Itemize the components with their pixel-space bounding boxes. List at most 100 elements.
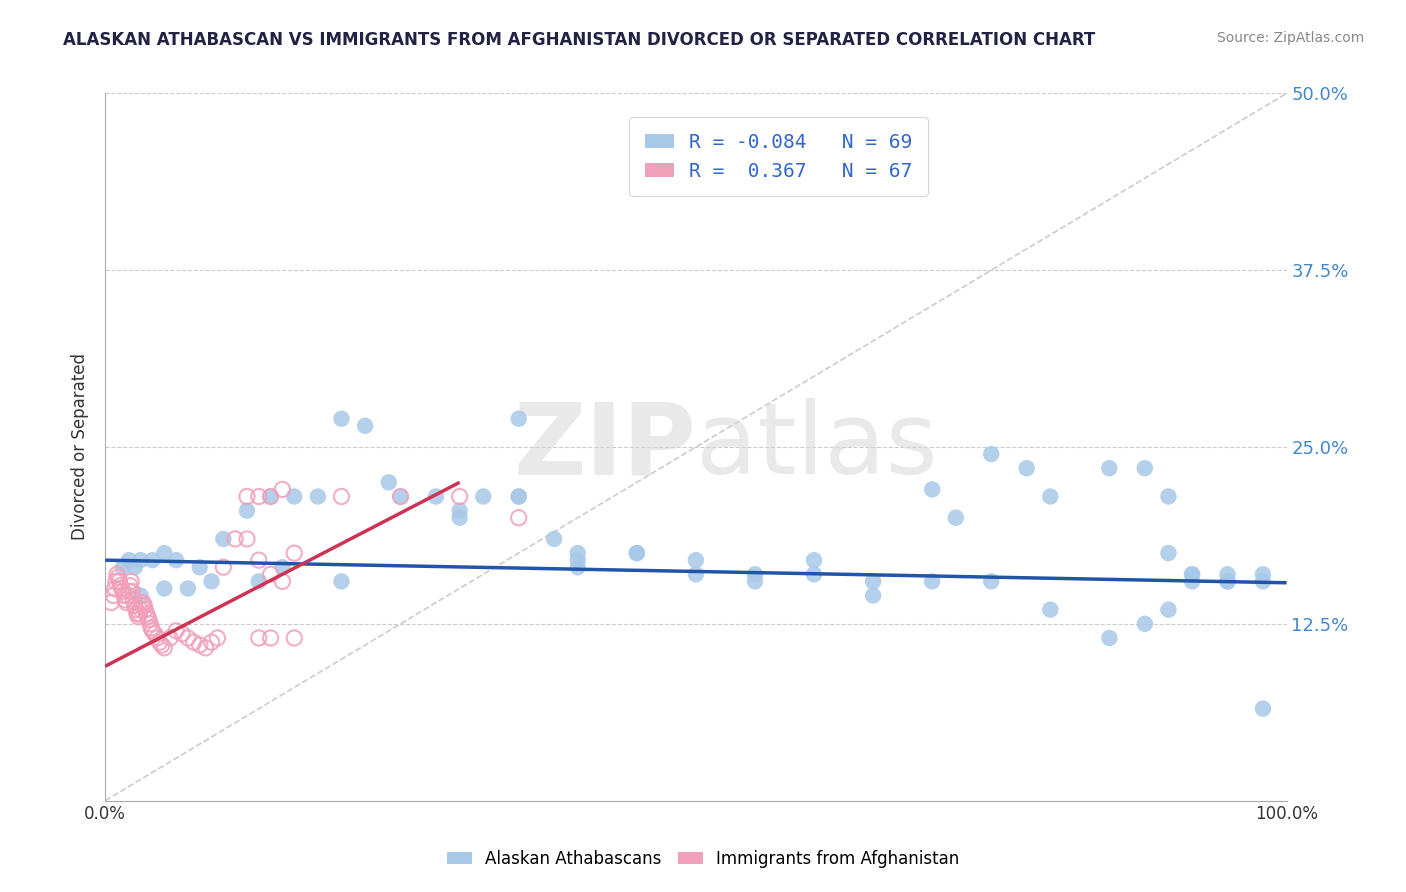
- Point: [508, 490, 530, 504]
- Point: [129, 602, 152, 616]
- Point: [449, 490, 471, 504]
- Point: [862, 574, 884, 589]
- Point: [685, 567, 707, 582]
- Point: [112, 589, 135, 603]
- Point: [543, 532, 565, 546]
- Point: [921, 483, 943, 497]
- Point: [207, 631, 229, 645]
- Point: [626, 546, 648, 560]
- Point: [472, 490, 495, 504]
- Point: [377, 475, 399, 490]
- Point: [508, 490, 530, 504]
- Point: [1157, 546, 1180, 560]
- Point: [110, 579, 132, 593]
- Legend: Alaskan Athabascans, Immigrants from Afghanistan: Alaskan Athabascans, Immigrants from Afg…: [440, 844, 966, 875]
- Point: [744, 567, 766, 582]
- Point: [212, 532, 235, 546]
- Point: [124, 599, 146, 613]
- Point: [330, 574, 353, 589]
- Point: [803, 567, 825, 582]
- Point: [104, 582, 127, 596]
- Point: [177, 631, 200, 645]
- Point: [114, 592, 136, 607]
- Point: [389, 490, 412, 504]
- Point: [330, 411, 353, 425]
- Point: [508, 510, 530, 524]
- Point: [1181, 574, 1204, 589]
- Y-axis label: Divorced or Separated: Divorced or Separated: [72, 353, 89, 541]
- Point: [1181, 567, 1204, 582]
- Point: [945, 510, 967, 524]
- Point: [1039, 602, 1062, 616]
- Point: [744, 574, 766, 589]
- Point: [212, 560, 235, 574]
- Point: [188, 560, 211, 574]
- Point: [626, 546, 648, 560]
- Point: [141, 553, 163, 567]
- Point: [177, 582, 200, 596]
- Point: [165, 553, 187, 567]
- Point: [1157, 602, 1180, 616]
- Point: [449, 510, 471, 524]
- Point: [108, 574, 131, 589]
- Point: [236, 503, 259, 517]
- Point: [111, 560, 134, 574]
- Point: [139, 616, 162, 631]
- Point: [567, 546, 589, 560]
- Point: [120, 574, 142, 589]
- Point: [165, 624, 187, 638]
- Point: [862, 589, 884, 603]
- Point: [236, 532, 259, 546]
- Point: [980, 574, 1002, 589]
- Point: [1251, 701, 1274, 715]
- Point: [1181, 567, 1204, 582]
- Point: [170, 626, 193, 640]
- Point: [148, 635, 170, 649]
- Point: [143, 626, 166, 640]
- Point: [105, 567, 128, 582]
- Text: Source: ZipAtlas.com: Source: ZipAtlas.com: [1216, 31, 1364, 45]
- Point: [449, 503, 471, 517]
- Point: [136, 609, 159, 624]
- Point: [121, 584, 143, 599]
- Point: [129, 553, 152, 567]
- Point: [194, 640, 217, 655]
- Point: [247, 574, 270, 589]
- Point: [111, 584, 134, 599]
- Point: [122, 592, 145, 607]
- Point: [425, 490, 447, 504]
- Point: [134, 599, 156, 613]
- Point: [141, 621, 163, 635]
- Point: [1251, 567, 1274, 582]
- Point: [236, 490, 259, 504]
- Point: [200, 635, 222, 649]
- Point: [1216, 574, 1239, 589]
- Point: [150, 638, 173, 652]
- Point: [124, 560, 146, 574]
- Point: [138, 613, 160, 627]
- Point: [146, 631, 169, 645]
- Point: [921, 574, 943, 589]
- Point: [127, 607, 149, 621]
- Point: [330, 490, 353, 504]
- Point: [125, 602, 148, 616]
- Point: [224, 532, 246, 546]
- Point: [259, 490, 281, 504]
- Point: [153, 546, 176, 560]
- Point: [188, 638, 211, 652]
- Point: [567, 553, 589, 567]
- Point: [247, 553, 270, 567]
- Point: [118, 579, 141, 593]
- Point: [1216, 567, 1239, 582]
- Point: [271, 483, 294, 497]
- Point: [567, 560, 589, 574]
- Point: [104, 574, 127, 589]
- Point: [259, 631, 281, 645]
- Point: [980, 447, 1002, 461]
- Point: [1216, 574, 1239, 589]
- Text: ZIP: ZIP: [513, 399, 696, 495]
- Point: [107, 570, 129, 584]
- Point: [153, 582, 176, 596]
- Text: ALASKAN ATHABASCAN VS IMMIGRANTS FROM AFGHANISTAN DIVORCED OR SEPARATED CORRELAT: ALASKAN ATHABASCAN VS IMMIGRANTS FROM AF…: [63, 31, 1095, 49]
- Point: [247, 631, 270, 645]
